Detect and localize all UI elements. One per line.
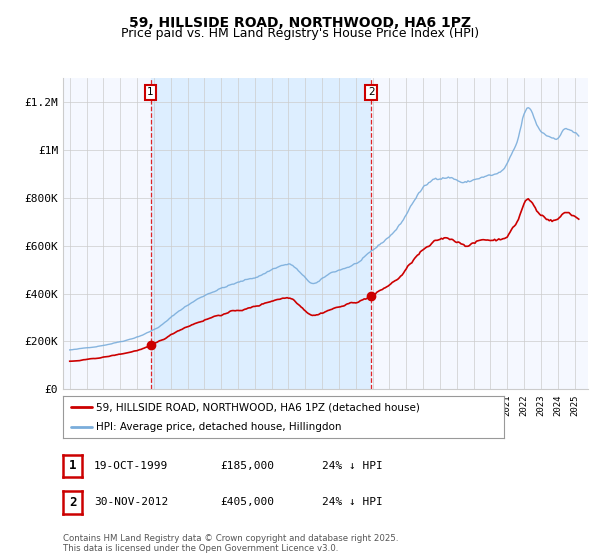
Text: 1: 1 [69, 459, 76, 473]
Text: HPI: Average price, detached house, Hillingdon: HPI: Average price, detached house, Hill… [96, 422, 341, 432]
Text: 24% ↓ HPI: 24% ↓ HPI [322, 497, 383, 507]
Text: 59, HILLSIDE ROAD, NORTHWOOD, HA6 1PZ (detached house): 59, HILLSIDE ROAD, NORTHWOOD, HA6 1PZ (d… [96, 402, 420, 412]
Bar [151, 78, 371, 389]
Text: £405,000: £405,000 [220, 497, 274, 507]
Text: 59, HILLSIDE ROAD, NORTHWOOD, HA6 1PZ: 59, HILLSIDE ROAD, NORTHWOOD, HA6 1PZ [129, 16, 471, 30]
Text: 19-OCT-1999: 19-OCT-1999 [94, 461, 169, 471]
Text: 30-NOV-2012: 30-NOV-2012 [94, 497, 169, 507]
Text: 24% ↓ HPI: 24% ↓ HPI [322, 461, 383, 471]
Text: 2: 2 [368, 87, 374, 97]
Text: £185,000: £185,000 [220, 461, 274, 471]
Text: Contains HM Land Registry data © Crown copyright and database right 2025.
This d: Contains HM Land Registry data © Crown c… [63, 534, 398, 553]
Text: 2: 2 [69, 496, 76, 509]
Text: Price paid vs. HM Land Registry's House Price Index (HPI): Price paid vs. HM Land Registry's House … [121, 27, 479, 40]
Text: 1: 1 [147, 87, 154, 97]
